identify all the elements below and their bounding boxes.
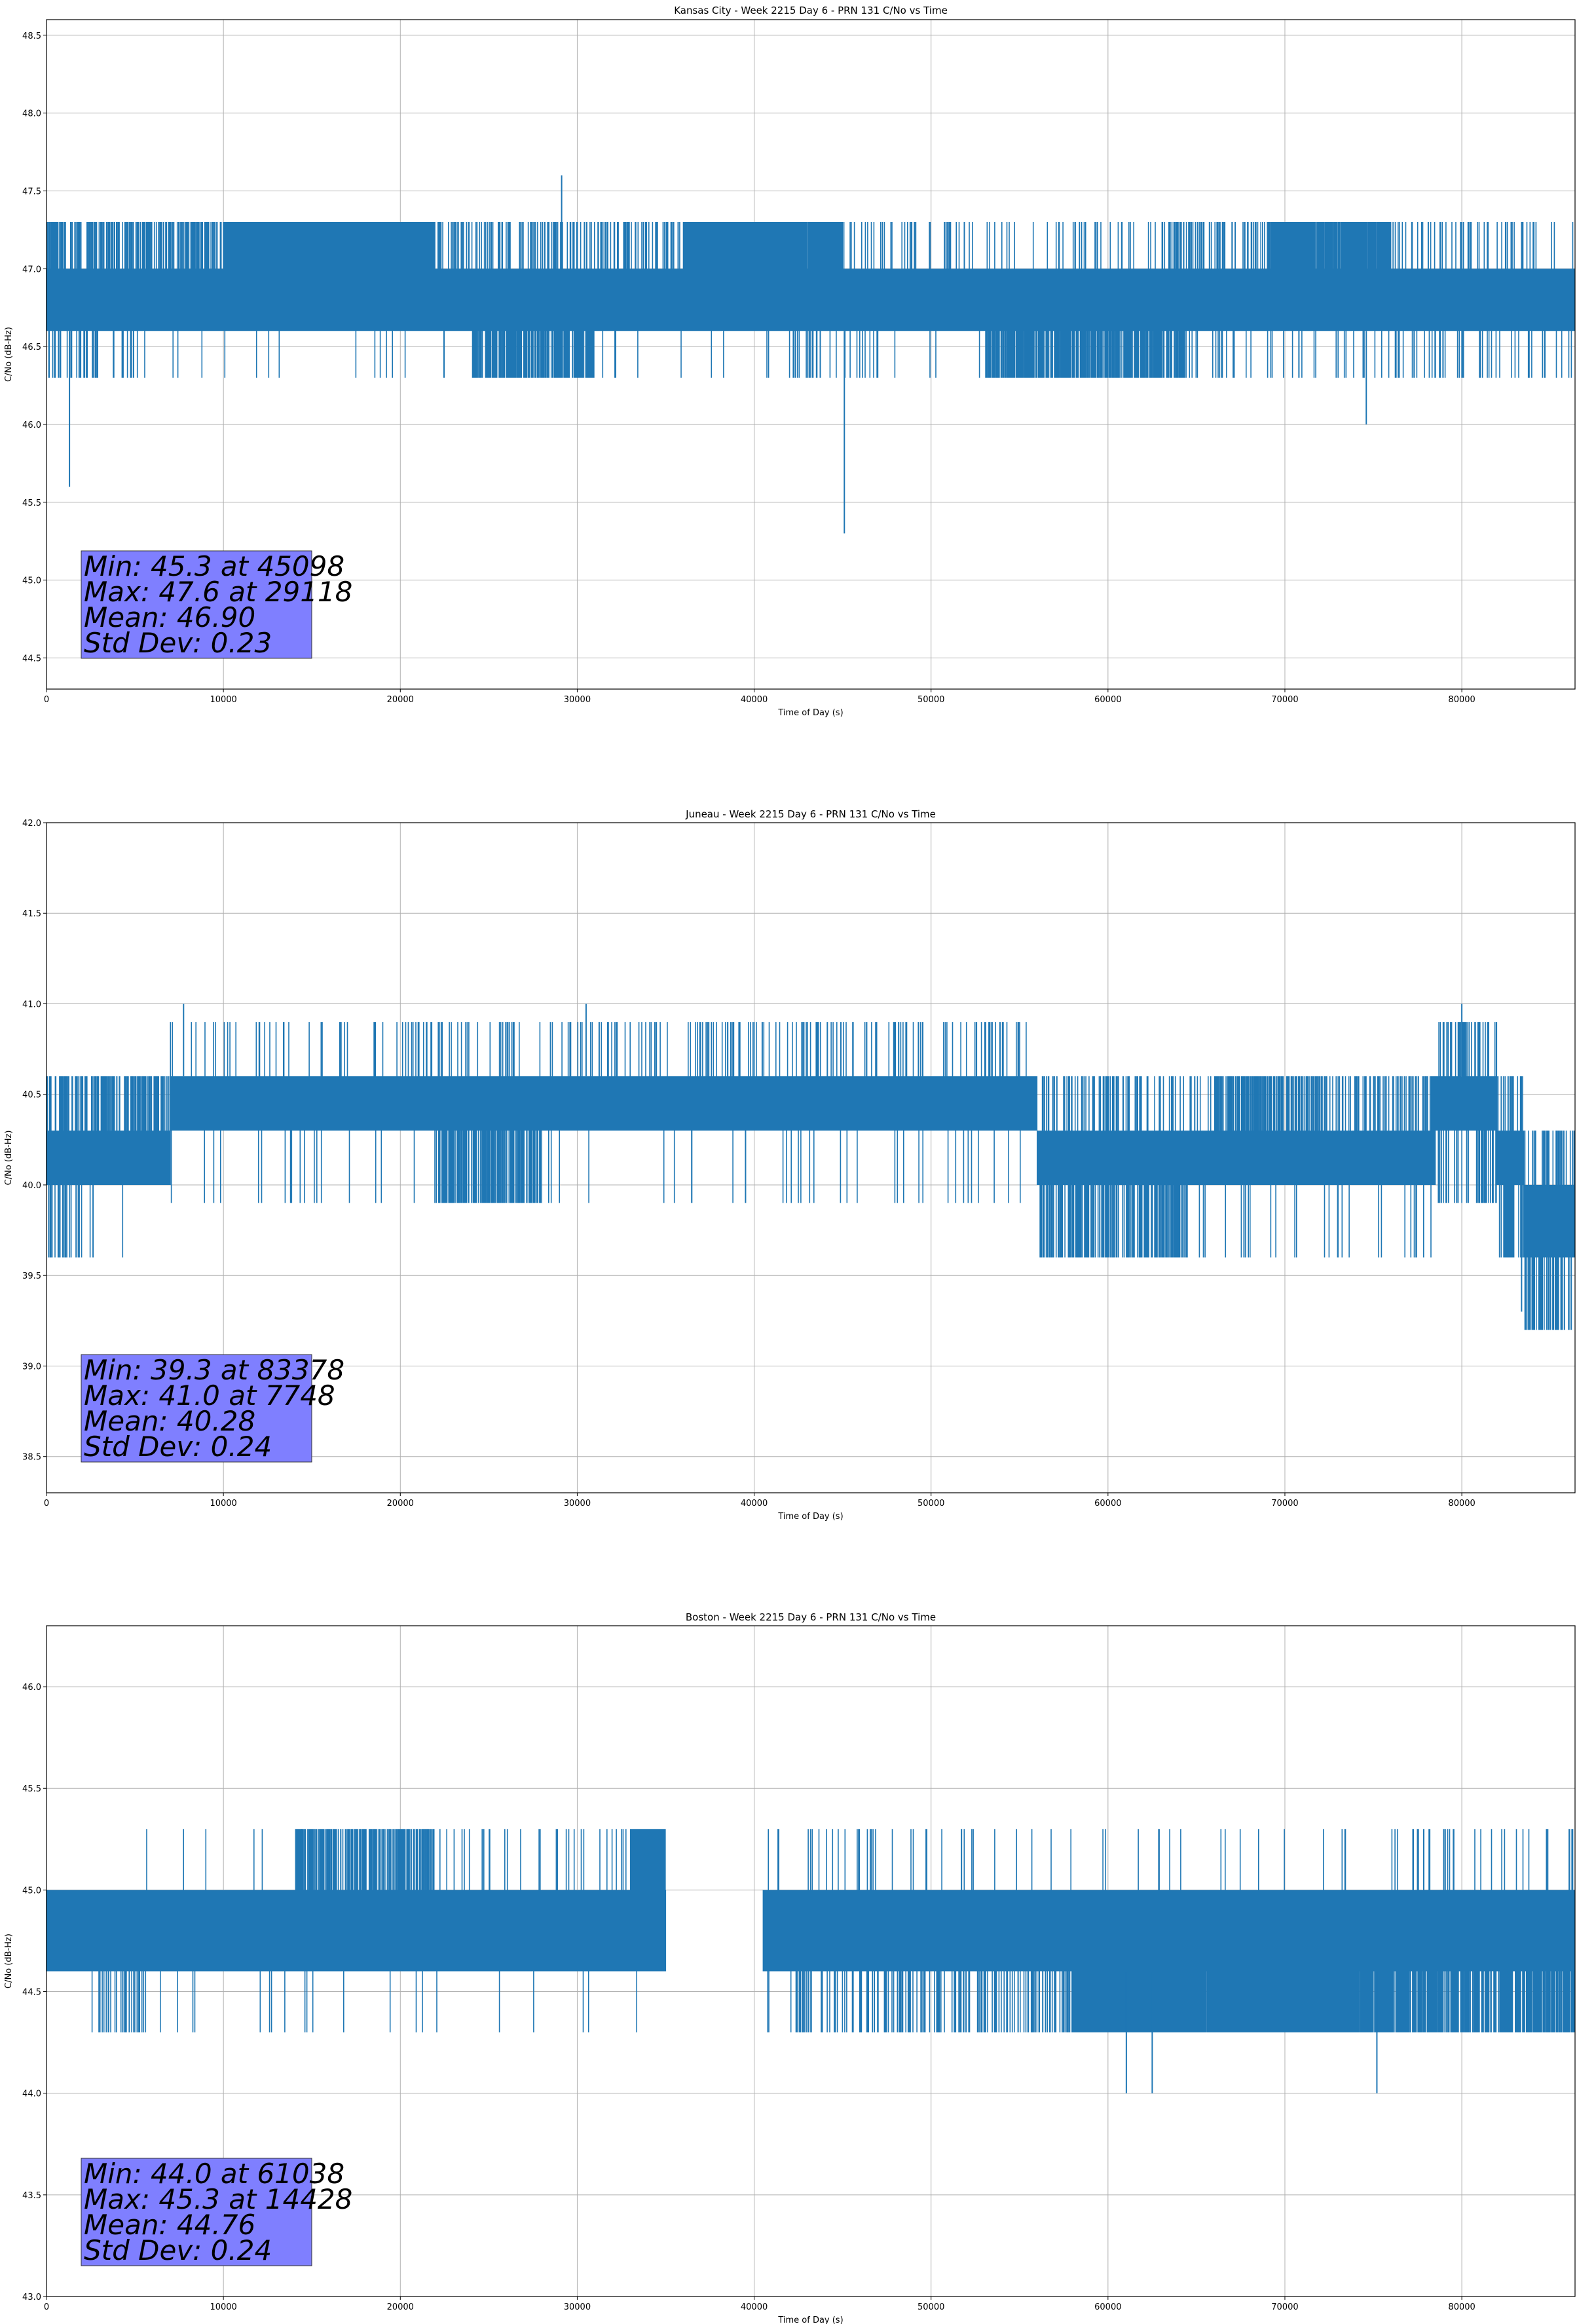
stats-box bbox=[81, 2158, 312, 2266]
stats-line: Max: 41.0 at 7748 bbox=[84, 1379, 335, 1412]
y-tick-label: 40.5 bbox=[22, 1091, 41, 1100]
x-tick-label: 50000 bbox=[918, 2302, 944, 2312]
chart-title: Boston - Week 2215 Day 6 - PRN 131 C/No … bbox=[686, 1611, 936, 1623]
x-tick-label: 60000 bbox=[1094, 695, 1121, 705]
stats-line: Max: 47.6 at 29118 bbox=[84, 576, 352, 608]
y-tick-label: 45.0 bbox=[22, 1886, 41, 1896]
y-axis-label: C/No (dB-Hz) bbox=[4, 1934, 14, 1989]
x-tick-label: 30000 bbox=[564, 2302, 591, 2312]
x-tick-label: 0 bbox=[44, 2302, 49, 2312]
x-tick-label: 10000 bbox=[210, 695, 236, 705]
x-tick-label: 80000 bbox=[1448, 1499, 1475, 1509]
x-tick-label: 50000 bbox=[918, 695, 944, 705]
x-tick-label: 40000 bbox=[741, 1499, 768, 1509]
series-line bbox=[46, 222, 1576, 378]
y-tick-label: 44.5 bbox=[22, 654, 41, 664]
y-tick-label: 44.0 bbox=[22, 2090, 41, 2099]
chart-title: Kansas City - Week 2215 Day 6 - PRN 131 … bbox=[674, 5, 948, 16]
y-tick-label: 45.5 bbox=[22, 498, 41, 508]
stats-line: Std Dev: 0.24 bbox=[84, 1431, 272, 1463]
x-tick-label: 70000 bbox=[1271, 2302, 1298, 2312]
chart-panel-3: Boston - Week 2215 Day 6 - PRN 131 C/No … bbox=[4, 1611, 1576, 2324]
y-tick-label: 39.5 bbox=[22, 1271, 41, 1281]
stats-line: Min: 44.0 at 61038 bbox=[84, 2158, 344, 2190]
y-tick-label: 42.0 bbox=[22, 819, 41, 829]
x-tick-label: 80000 bbox=[1448, 695, 1475, 705]
stats-line: Min: 39.3 at 83378 bbox=[84, 1354, 344, 1386]
x-tick-label: 70000 bbox=[1271, 1499, 1298, 1509]
y-tick-label: 46.0 bbox=[22, 1683, 41, 1693]
y-tick-label: 41.0 bbox=[22, 1000, 41, 1009]
chart-panel-1: Kansas City - Week 2215 Day 6 - PRN 131 … bbox=[4, 5, 1576, 718]
axes-frame bbox=[46, 822, 1576, 1493]
y-tick-label: 43.5 bbox=[22, 2191, 41, 2201]
x-axis-label: Time of Day (s) bbox=[777, 708, 843, 718]
x-tick-label: 10000 bbox=[210, 2302, 236, 2312]
chart-title: Juneau - Week 2215 Day 6 - PRN 131 C/No … bbox=[685, 808, 936, 820]
y-tick-label: 43.0 bbox=[22, 2293, 41, 2302]
y-axis-label: C/No (dB-Hz) bbox=[4, 327, 14, 382]
y-tick-label: 40.0 bbox=[22, 1181, 41, 1191]
y-tick-label: 47.5 bbox=[22, 187, 41, 197]
y-axis-label: C/No (dB-Hz) bbox=[4, 1131, 14, 1186]
y-tick-label: 44.5 bbox=[22, 1988, 41, 1998]
stats-line: Min: 45.3 at 45098 bbox=[84, 550, 344, 582]
x-tick-label: 0 bbox=[44, 1499, 49, 1509]
y-tick-label: 46.5 bbox=[22, 343, 41, 352]
x-tick-label: 30000 bbox=[564, 1499, 591, 1509]
x-tick-label: 10000 bbox=[210, 1499, 236, 1509]
x-tick-label: 70000 bbox=[1271, 695, 1298, 705]
stats-box bbox=[81, 1354, 312, 1463]
x-tick-label: 20000 bbox=[387, 695, 414, 705]
x-tick-label: 40000 bbox=[741, 2302, 768, 2312]
y-tick-label: 45.5 bbox=[22, 1784, 41, 1794]
series-line bbox=[46, 1022, 1576, 1330]
y-tick-label: 48.0 bbox=[22, 109, 41, 119]
axes-frame bbox=[46, 1625, 1576, 2297]
axes-frame bbox=[46, 19, 1576, 690]
stats-line: Std Dev: 0.24 bbox=[84, 2234, 272, 2266]
x-tick-label: 30000 bbox=[564, 695, 591, 705]
x-tick-label: 0 bbox=[44, 695, 49, 705]
stats-line: Max: 45.3 at 14428 bbox=[84, 2183, 352, 2215]
x-tick-label: 40000 bbox=[741, 695, 768, 705]
y-tick-label: 38.5 bbox=[22, 1453, 41, 1463]
stats-box bbox=[81, 550, 312, 659]
y-tick-label: 46.0 bbox=[22, 421, 41, 430]
stats-line: Mean: 46.90 bbox=[84, 601, 255, 633]
stats-line: Std Dev: 0.23 bbox=[84, 627, 272, 659]
y-tick-label: 41.5 bbox=[22, 909, 41, 919]
x-tick-label: 60000 bbox=[1094, 1499, 1121, 1509]
x-tick-label: 50000 bbox=[918, 1499, 944, 1509]
y-tick-label: 47.0 bbox=[22, 265, 41, 274]
stats-line: Mean: 40.28 bbox=[84, 1405, 255, 1437]
y-tick-label: 39.0 bbox=[22, 1362, 41, 1372]
chart-panel-2: Juneau - Week 2215 Day 6 - PRN 131 C/No … bbox=[4, 808, 1576, 1522]
x-tick-label: 80000 bbox=[1448, 2302, 1475, 2312]
y-tick-label: 48.5 bbox=[22, 31, 41, 41]
x-tick-label: 20000 bbox=[387, 1499, 414, 1509]
stats-line: Mean: 44.76 bbox=[84, 2209, 255, 2241]
y-tick-label: 45.0 bbox=[22, 576, 41, 586]
x-tick-label: 20000 bbox=[387, 2302, 414, 2312]
x-axis-label: Time of Day (s) bbox=[777, 2315, 843, 2324]
x-tick-label: 60000 bbox=[1094, 2302, 1121, 2312]
series-line bbox=[46, 1829, 1576, 2033]
x-axis-label: Time of Day (s) bbox=[777, 1512, 843, 1522]
